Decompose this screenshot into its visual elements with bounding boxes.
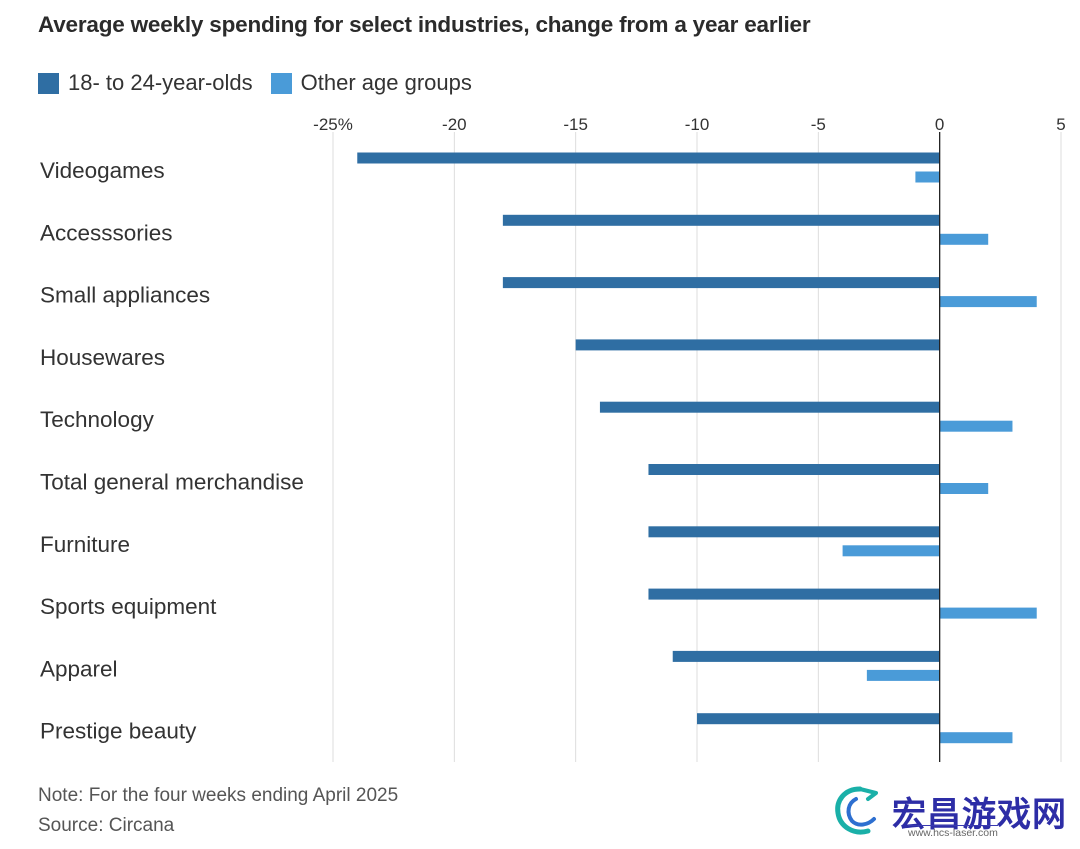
bar-youth	[648, 464, 940, 475]
x-tick-label: -20	[442, 115, 467, 134]
category-label: Technology	[40, 407, 155, 432]
bar-other	[939, 296, 1037, 308]
watermark-url: www.hcs-laser.com	[908, 825, 998, 839]
watermark-text: 宏昌游戏网	[892, 795, 1067, 835]
legend-label-other: Other age groups	[300, 70, 472, 95]
x-tick-label: 5	[1056, 115, 1065, 134]
bar-other	[939, 732, 1013, 744]
category-label: Apparel	[40, 656, 118, 681]
bar-other	[866, 669, 940, 681]
category-label: Accesssories	[40, 220, 173, 245]
bar-other	[939, 483, 989, 494]
bar-youth	[697, 713, 940, 725]
category-label: Small appliances	[40, 283, 210, 308]
note-text: Note: For the four weeks ending April 20…	[38, 785, 399, 806]
legend-swatch-other	[270, 72, 292, 94]
watermark: 宏昌游戏网 www.hcs-laser.com	[830, 783, 1070, 843]
legend-swatch-youth	[38, 72, 59, 94]
bar-youth	[648, 526, 940, 538]
legend-label-youth: 18- to 24-year-olds	[68, 70, 253, 95]
bar-youth	[502, 214, 940, 226]
bar-other	[915, 171, 940, 183]
legend-item-other: Other age groups	[270, 70, 472, 96]
x-tick-label: -25%	[313, 115, 353, 134]
category-label: Videogames	[40, 158, 165, 183]
category-label: Furniture	[40, 532, 130, 557]
chart-title: Average weekly spending for select indus…	[38, 12, 811, 37]
category-label: Sports equipment	[40, 594, 217, 619]
watermark-logo-icon	[835, 786, 878, 835]
bar-other	[842, 545, 940, 557]
x-tick-label: -15	[563, 115, 588, 134]
legend-item-youth: 18- to 24-year-olds	[38, 70, 253, 96]
category-label: Prestige beauty	[40, 719, 197, 744]
bar-youth	[599, 401, 940, 413]
x-tick-label: -10	[685, 115, 710, 134]
category-label: Housewares	[40, 345, 165, 370]
bar-youth	[648, 588, 940, 600]
x-tick-label: 0	[935, 115, 944, 134]
source-text: Source: Circana	[38, 815, 175, 836]
bar-youth	[575, 339, 940, 351]
legend: 18- to 24-year-olds Other age groups	[38, 70, 490, 96]
bar-youth	[357, 152, 940, 164]
bar-other	[939, 607, 1037, 619]
bar-other	[939, 233, 989, 245]
bar-other	[939, 420, 1013, 432]
x-tick-label: -5	[811, 115, 826, 134]
bar-youth	[502, 277, 940, 289]
category-label: Total general merchandise	[40, 470, 304, 495]
bar-youth	[672, 650, 940, 662]
